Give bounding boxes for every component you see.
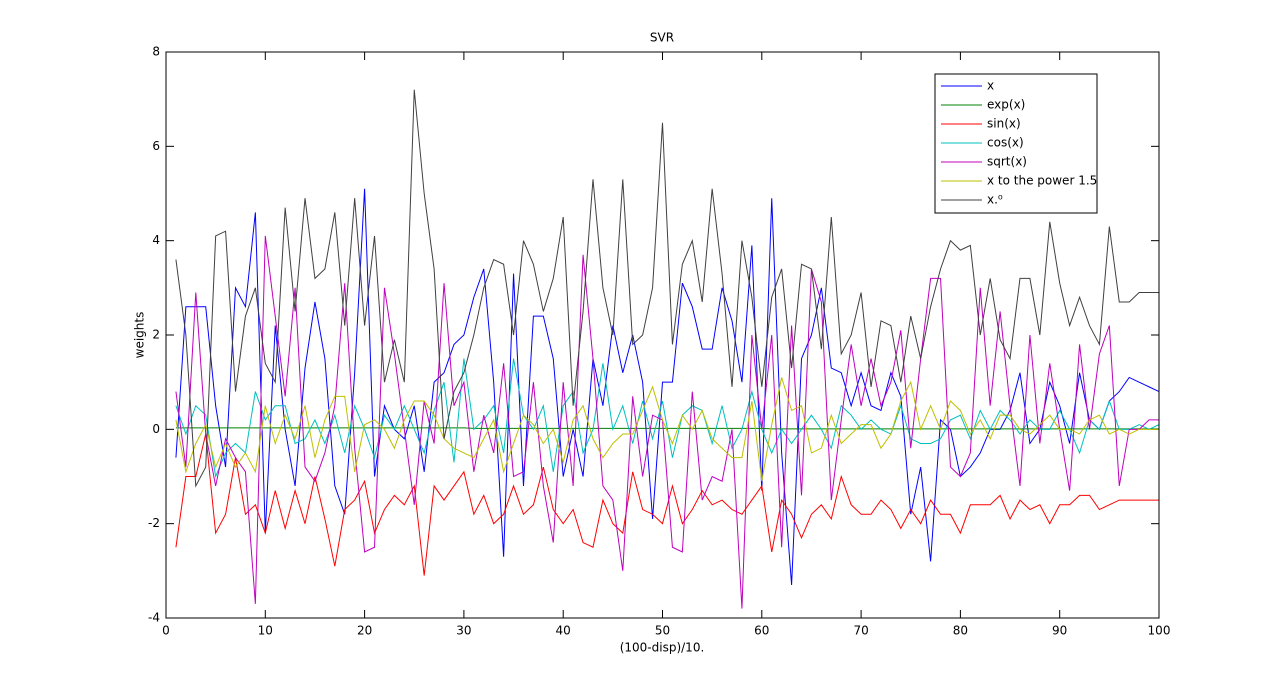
x-tick-label: 20 — [357, 624, 372, 638]
x-tick-label: 50 — [655, 624, 670, 638]
series-line — [175, 89, 1159, 488]
x-tick-label: 30 — [456, 624, 471, 638]
x-tick-label: 0 — [162, 624, 170, 638]
legend-label: x to the power 1.5 — [987, 174, 1097, 188]
x-tick-label: 60 — [754, 624, 769, 638]
y-tick-label: 2 — [152, 328, 160, 342]
y-tick-label: 0 — [152, 422, 160, 436]
series-line — [175, 235, 1159, 609]
legend-label: sin(x) — [987, 117, 1021, 131]
axes-box — [165, 51, 1160, 619]
legend-label: cos(x) — [987, 136, 1024, 150]
y-tick-label: 8 — [152, 45, 160, 59]
y-tick-label: 6 — [152, 139, 160, 153]
y-tick-label: -2 — [148, 516, 160, 530]
x-tick-label: 40 — [556, 624, 571, 638]
x-tick-label: 10 — [258, 624, 273, 638]
legend-label: exp(x) — [987, 98, 1025, 112]
chart-title: SVR — [650, 31, 674, 45]
series-line — [175, 433, 1159, 576]
series-line — [175, 358, 1160, 479]
y-tick-label: 4 — [152, 233, 160, 247]
y-tick-label: -4 — [148, 611, 160, 625]
y-axis-label: weights — [133, 312, 147, 359]
legend-label: sqrt(x) — [987, 155, 1027, 169]
legend-label: x — [987, 79, 994, 93]
x-tick-label: 90 — [1052, 624, 1067, 638]
x-tick-label: 100 — [1148, 624, 1171, 638]
x-axis-label: (100-disp)/10. — [620, 641, 705, 655]
x-tick-label: 80 — [953, 624, 968, 638]
x-tick-label: 70 — [853, 624, 868, 638]
series-line — [175, 377, 1159, 482]
legend-label: x.⁰ — [987, 193, 1003, 207]
